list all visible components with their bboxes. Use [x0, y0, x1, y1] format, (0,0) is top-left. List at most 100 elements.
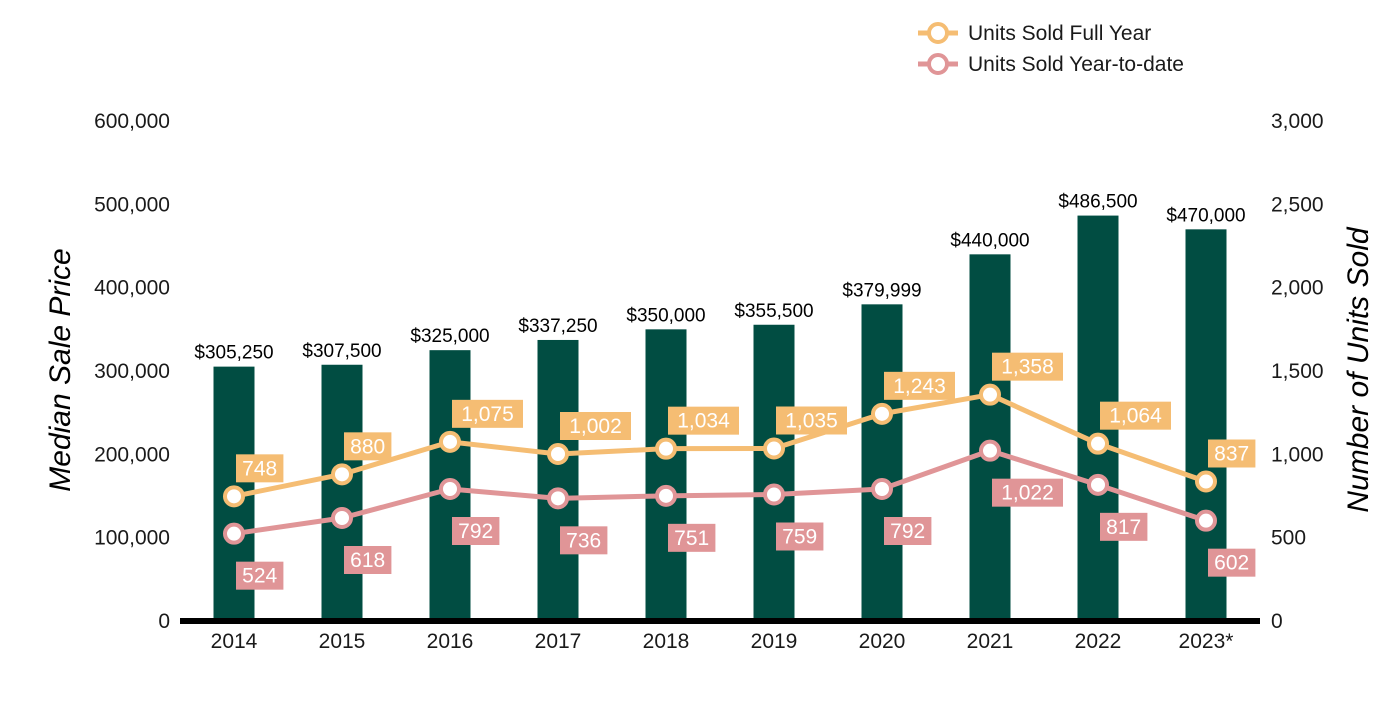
- y2-tick-label: 500: [1271, 527, 1306, 550]
- series-line: [231, 448, 1209, 537]
- data-label-box: [776, 406, 847, 435]
- bar: [321, 364, 363, 621]
- series-point: [1195, 470, 1217, 493]
- x-tick-label: 2014: [211, 630, 258, 653]
- data-label: 748: [242, 457, 277, 480]
- x-tick-label: 2023*: [1179, 630, 1234, 653]
- legend-swatch-marker: [927, 22, 949, 44]
- series-point: [223, 485, 245, 508]
- y2-tick-label: 1,000: [1271, 443, 1324, 466]
- series-point: [763, 483, 785, 506]
- data-label-box: [884, 517, 932, 545]
- series-point: [979, 439, 1001, 462]
- data-label: 1,002: [569, 415, 622, 438]
- series-point: [1195, 509, 1217, 532]
- bar-data-label: $307,500: [302, 341, 381, 362]
- y2-axis-title: Number of Units Sold: [1342, 226, 1375, 512]
- series-point: [655, 437, 677, 460]
- x-tick-label: 2015: [319, 630, 366, 653]
- y-tick-label: 100,000: [94, 527, 170, 550]
- bar-data-label: $350,000: [626, 305, 705, 326]
- series-point: [871, 478, 893, 500]
- y2-tick-label: 0: [1271, 610, 1283, 633]
- y-tick-label: 300,000: [94, 360, 170, 383]
- data-label: 817: [1106, 516, 1141, 539]
- series-point: [439, 430, 461, 453]
- bar-data-label: $486,500: [1058, 192, 1137, 213]
- series-point: [439, 478, 461, 500]
- data-label: 1,075: [461, 403, 514, 426]
- data-label-box: [992, 478, 1063, 507]
- series-point: [223, 522, 245, 545]
- data-label-box: [452, 399, 523, 428]
- series-point: [331, 507, 353, 529]
- data-label: 1,243: [893, 375, 946, 398]
- data-label: 792: [890, 520, 925, 543]
- bar-data-label: $470,000: [1166, 205, 1245, 226]
- data-label: 837: [1214, 443, 1249, 466]
- legend-swatch-marker: [927, 53, 949, 75]
- y2-tick-label: 3,000: [1271, 110, 1324, 133]
- data-label: 759: [782, 526, 817, 549]
- data-label: 618: [350, 549, 385, 572]
- legend-label: Units Sold Year-to-date: [968, 53, 1184, 76]
- series-point: [763, 437, 785, 460]
- data-label-box: [560, 526, 608, 555]
- data-label-box: [1208, 548, 1256, 577]
- legend-label: Units Sold Full Year: [968, 22, 1151, 45]
- bar-data-label: $337,250: [518, 316, 597, 337]
- x-tick-label: 2021: [967, 630, 1014, 653]
- data-label: 1,064: [1109, 405, 1162, 428]
- series-point: [871, 402, 893, 425]
- series-point: [547, 443, 569, 465]
- bar-data-label: $440,000: [950, 230, 1029, 251]
- data-label: 1,035: [785, 410, 838, 433]
- bar: [969, 254, 1011, 622]
- y-tick-label: 600,000: [94, 110, 170, 133]
- bar-data-label: $379,999: [842, 280, 921, 301]
- data-label: 880: [350, 435, 385, 458]
- legend: Units Sold Full Year Units Sold Year-to-d…: [918, 22, 1184, 76]
- data-label: 1,022: [1001, 482, 1054, 505]
- x-tick-label: 2016: [427, 630, 474, 653]
- y-tick-label: 500,000: [94, 193, 170, 216]
- series-point: [979, 383, 1001, 406]
- bar: [753, 324, 795, 621]
- x-tick-label: 2018: [643, 630, 690, 653]
- data-label-box: [668, 523, 716, 552]
- data-label-box: [560, 412, 631, 440]
- data-label-box: [1208, 439, 1256, 468]
- data-label-box: [1100, 401, 1171, 430]
- bar: [645, 329, 687, 621]
- data-label-box: [452, 517, 500, 545]
- data-label: 1,034: [677, 410, 730, 433]
- series-point: [655, 484, 677, 507]
- y-tick-label: 400,000: [94, 277, 170, 300]
- data-label: 792: [458, 520, 493, 543]
- y2-tick-label: 2,500: [1271, 193, 1324, 216]
- bar-data-label: $305,250: [194, 343, 273, 364]
- x-tick-label: 2019: [751, 630, 798, 653]
- series-point: [331, 463, 353, 486]
- data-label-box: [1100, 512, 1148, 541]
- series-line: [231, 392, 1209, 499]
- data-label-box: [344, 546, 392, 574]
- y2-tick-label: 1,500: [1271, 360, 1324, 383]
- data-label-box: [884, 371, 955, 400]
- data-label-box: [668, 406, 739, 435]
- series-point: [1087, 432, 1109, 455]
- bar: [861, 304, 903, 621]
- data-label-box: [776, 522, 824, 551]
- data-label-box: [344, 432, 392, 461]
- x-tick-label: 2020: [859, 630, 906, 653]
- data-label: 736: [566, 529, 601, 552]
- data-label-box: [992, 352, 1063, 381]
- y2-tick-label: 2,000: [1271, 277, 1324, 300]
- y-axis-title: Median Sale Price: [44, 248, 77, 491]
- series-point: [1087, 473, 1109, 496]
- data-label: 1,358: [1001, 356, 1054, 379]
- data-label: 751: [674, 527, 709, 550]
- y-tick-label: 0: [158, 610, 170, 633]
